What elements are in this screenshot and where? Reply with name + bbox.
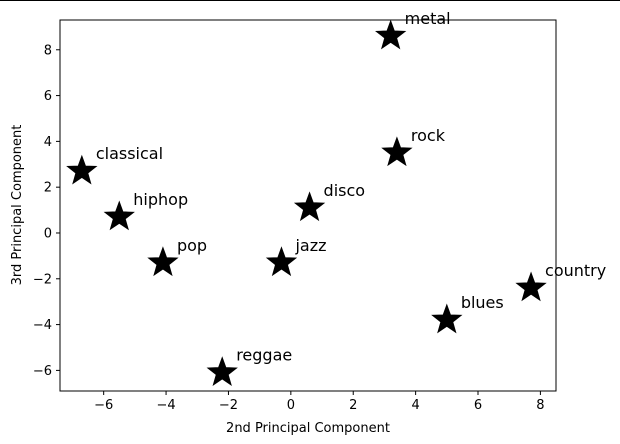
star-marker-blues [431, 303, 463, 334]
x-tick-label: −2 [219, 398, 238, 413]
window-top-border [0, 0, 620, 1]
y-tick-label: 6 [44, 89, 52, 104]
point-label-reggae: reggae [236, 346, 292, 365]
point-label-country: country [545, 261, 606, 280]
y-tick-label: 8 [44, 43, 52, 58]
star-marker-reggae [206, 356, 238, 386]
y-tick-label: −4 [33, 318, 52, 333]
y-axis-ticks: −6 −4 −2 0 2 4 6 8 [33, 43, 60, 379]
x-tick-label: 0 [287, 398, 295, 413]
x-tick-label: 4 [411, 398, 419, 413]
y-tick-label: 4 [44, 135, 52, 150]
data-points: metal classical rock hiphop disco pop jazz coun… [66, 9, 606, 386]
x-axis-label: 2nd Principal Component [226, 421, 390, 436]
star-marker-metal [375, 19, 407, 50]
y-tick-label: 0 [44, 226, 52, 241]
point-label-metal: metal [405, 9, 451, 28]
x-tick-label: 6 [474, 398, 482, 413]
star-marker-disco [293, 191, 326, 222]
point-label-pop: pop [177, 236, 207, 255]
point-label-jazz: jazz [294, 236, 326, 255]
y-tick-label: −6 [33, 364, 52, 379]
x-tick-label: −4 [156, 398, 175, 413]
x-axis-ticks: −6 −4 −2 0 2 4 6 8 [94, 391, 545, 413]
star-marker-jazz [265, 246, 298, 277]
point-label-rock: rock [411, 126, 446, 145]
point-label-hiphop: hiphop [133, 190, 188, 209]
star-marker-hiphop [103, 200, 135, 231]
star-marker-classical [66, 154, 98, 185]
star-marker-country [515, 271, 547, 302]
plot-area-frame [59, 19, 557, 392]
x-tick-label: 2 [349, 398, 357, 413]
x-tick-label: 8 [536, 398, 544, 413]
star-marker-rock [381, 136, 413, 167]
x-tick-label: −6 [94, 398, 113, 413]
point-label-classical: classical [96, 144, 163, 163]
point-label-disco: disco [324, 181, 366, 200]
star-marker-pop [147, 246, 179, 277]
y-tick-label: −2 [33, 272, 52, 287]
y-axis-label: 3rd Principal Component [10, 125, 25, 286]
y-tick-label: 2 [44, 181, 52, 196]
point-label-blues: blues [461, 293, 504, 312]
